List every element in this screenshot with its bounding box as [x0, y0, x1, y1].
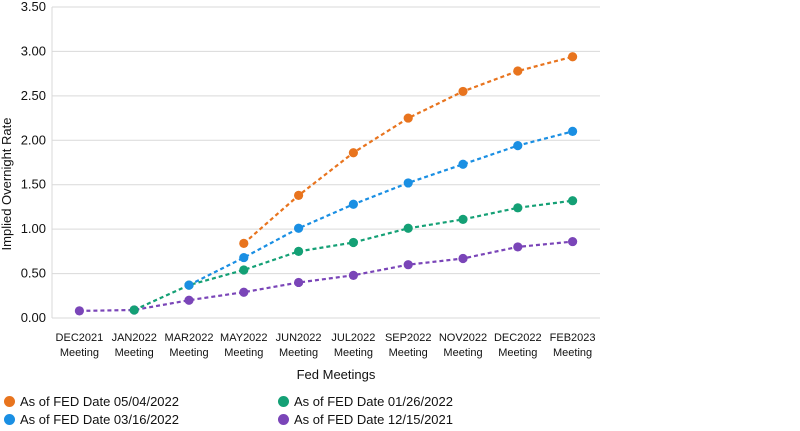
data-point — [74, 306, 84, 316]
data-point — [294, 223, 304, 233]
data-point — [294, 190, 304, 200]
data-point — [348, 199, 358, 209]
data-point — [184, 280, 194, 290]
data-point — [568, 236, 578, 247]
y-axis-ticks: 0.00 0.50 1.00 1.50 2.00 2.50 3.00 3.50 — [21, 0, 46, 325]
data-point — [348, 270, 358, 280]
legend-label-0: As of FED Date 05/04/2022 — [20, 394, 179, 409]
y-tick-label: 3.50 — [21, 0, 46, 14]
data-point — [568, 126, 578, 136]
data-point — [458, 214, 468, 224]
legend-label-2: As of FED Date 01/26/2022 — [294, 394, 453, 409]
data-point — [129, 305, 139, 315]
legend-item-1: As of FED Date 03/16/2022 — [4, 412, 179, 427]
data-point — [458, 253, 468, 264]
legend-item-3: As of FED Date 12/15/2021 — [278, 412, 453, 427]
x-tick-label: MAY2022 Meeting — [220, 332, 268, 359]
legend-item-0: As of FED Date 05/04/2022 — [4, 394, 179, 409]
data-point — [458, 86, 468, 97]
gridlines — [51, 6, 600, 319]
data-point — [513, 141, 523, 151]
series-line-2 — [133, 199, 573, 312]
series-points — [74, 52, 578, 316]
series-line-0 — [243, 55, 573, 245]
x-tick-label: MAR2022 Meeting — [165, 332, 214, 359]
legend-label-3: As of FED Date 12/15/2021 — [294, 412, 453, 427]
y-tick-label: 3.00 — [21, 43, 46, 58]
x-axis-title: Fed Meetings — [297, 367, 376, 382]
x-tick-label: NOV2022 Meeting — [439, 332, 487, 359]
data-point — [403, 260, 413, 270]
data-point — [403, 178, 413, 188]
x-tick-label: FEB2023 Meeting — [550, 332, 596, 359]
data-point — [239, 238, 249, 248]
data-point — [513, 242, 523, 252]
data-point — [513, 66, 523, 76]
data-point — [348, 237, 358, 248]
y-tick-label: 0.50 — [21, 266, 46, 281]
data-point — [294, 246, 304, 256]
data-point — [239, 287, 249, 297]
legend-marker-2 — [278, 396, 289, 407]
legend-marker-0 — [4, 396, 15, 407]
y-tick-label: 0.00 — [21, 310, 46, 325]
data-point — [239, 265, 249, 275]
data-point — [294, 277, 304, 288]
x-tick-label: SEP2022 Meeting — [385, 332, 431, 359]
data-point — [568, 196, 578, 206]
legend-item-2: As of FED Date 01/26/2022 — [278, 394, 453, 409]
series-line-3 — [79, 240, 573, 312]
y-tick-label: 2.00 — [21, 132, 46, 147]
legend-label-1: As of FED Date 03/16/2022 — [20, 412, 179, 427]
data-point — [403, 113, 413, 123]
data-point — [513, 203, 523, 213]
x-tick-label: DEC2021 Meeting — [56, 332, 104, 359]
y-axis-title: Implied Overnight Rate — [0, 118, 14, 251]
x-tick-label: JUN2022 Meeting — [276, 332, 322, 359]
data-point — [568, 52, 578, 62]
data-point — [184, 295, 194, 305]
y-tick-label: 2.50 — [21, 88, 46, 103]
legend: As of FED Date 05/04/2022 As of FED Date… — [0, 392, 560, 430]
y-tick-label: 1.50 — [21, 177, 46, 192]
x-axis-ticks: DEC2021 Meeting JAN2022 Meeting MAR2022 Meeti… — [56, 332, 596, 359]
data-point — [403, 223, 413, 233]
legend-marker-3 — [278, 414, 289, 425]
legend-marker-1 — [4, 414, 15, 425]
series-line-1 — [188, 130, 573, 287]
x-tick-label: JAN2022 Meeting — [112, 332, 157, 359]
data-point — [348, 148, 358, 158]
data-point — [239, 252, 249, 263]
line-chart: 0.00 0.50 1.00 1.50 2.00 2.50 3.00 3.50 DEC2021… — [0, 0, 600, 382]
data-point — [458, 159, 468, 169]
y-tick-label: 1.00 — [21, 221, 46, 236]
x-tick-label: DEC2022 Meeting — [494, 332, 542, 359]
x-tick-label: JUL2022 Meeting — [331, 332, 375, 359]
series-lines — [79, 55, 573, 312]
